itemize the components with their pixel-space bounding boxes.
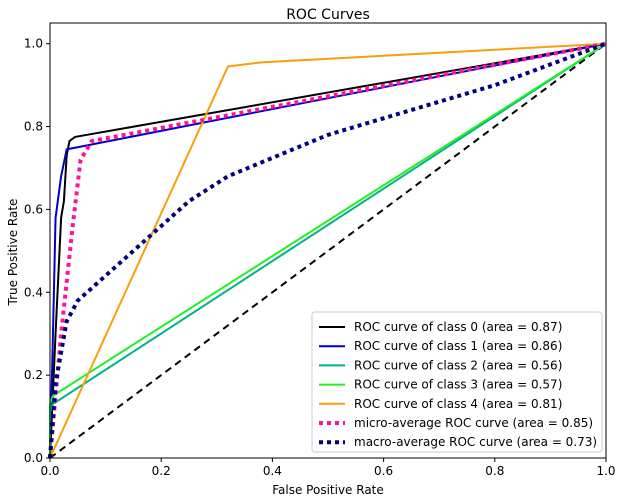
y-tick-label: 0.4: [24, 285, 43, 299]
x-tick-label: 0.4: [263, 464, 282, 478]
legend-label: ROC curve of class 3 (area = 0.57): [354, 378, 562, 392]
ticks-layer: 0.0 0.2 0.4 0.6 0.8 1.0 0.0 0.2 0.4 0.6 0.8 1.0: [24, 37, 616, 478]
x-tick-label: 1.0: [596, 464, 615, 478]
roc-series-line-5: [48, 41, 607, 459]
x-tick-label: 0.2: [152, 464, 171, 478]
y-tick-label: 1.0: [24, 37, 43, 51]
y-tick-label: 0.2: [24, 368, 43, 382]
legend-label: macro-average ROC curve (area = 0.73): [354, 435, 597, 449]
legend-label: ROC curve of class 0 (area = 0.87): [354, 320, 562, 334]
y-axis-title: True Positive Rate: [6, 199, 20, 307]
legend-box: [311, 311, 603, 453]
curves-layer: [48, 41, 607, 459]
chance-diagonal-line: [49, 42, 607, 459]
plot-frame: [49, 22, 607, 459]
legend-label: ROC curve of class 4 (area = 0.81): [354, 397, 562, 411]
legend-label: micro-average ROC curve (area = 0.85): [354, 416, 593, 430]
x-tick-label: 0.8: [485, 464, 504, 478]
legend-label: ROC curve of class 2 (area = 0.56): [354, 358, 562, 372]
roc-series-line-4: [49, 42, 607, 459]
y-tick-label: 0.8: [24, 120, 43, 134]
roc-series-line-0: [49, 42, 607, 459]
legend-label: ROC curve of class 1 (area = 0.86): [354, 339, 562, 353]
y-tick-label: 0.6: [24, 202, 43, 216]
roc-series-line-1: [49, 42, 607, 459]
x-axis-title: False Positive Rate: [272, 483, 384, 497]
chart-title: ROC Curves: [286, 7, 370, 23]
x-tick-label: 0.0: [40, 464, 59, 478]
y-tick-label: 0.0: [24, 451, 43, 465]
legend: ROC curve of class 0 (area = 0.87) ROC cu…: [311, 311, 603, 453]
roc-series-line-6: [48, 41, 607, 459]
x-tick-label: 0.6: [374, 464, 393, 478]
